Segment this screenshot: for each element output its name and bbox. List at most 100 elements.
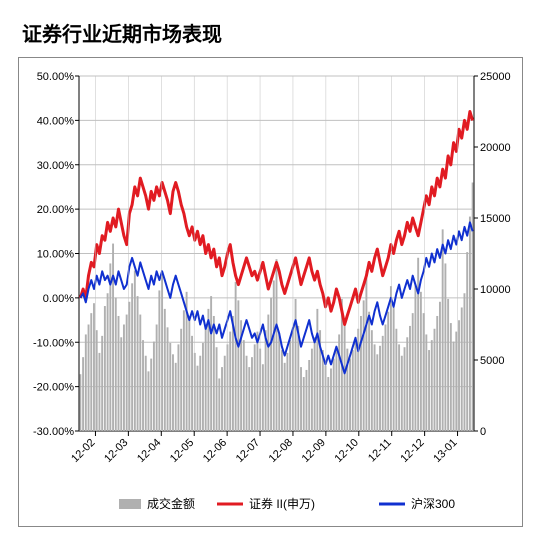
chart-title: 证券行业近期市场表现 [22, 18, 528, 47]
volume-bar [188, 319, 190, 431]
left-axis-tick: 50.00% [37, 71, 75, 83]
volume-bar [98, 353, 100, 431]
volume-bar [306, 370, 308, 431]
volume-bar [325, 366, 327, 431]
left-axis-tick: 20.00% [37, 204, 75, 216]
volume-bar [104, 306, 106, 431]
chart-svg: 50.00%40.00%30.00%20.00%10.00%0.00%-10.0… [19, 58, 522, 526]
volume-bar [365, 271, 367, 431]
volume-bar [349, 359, 351, 431]
left-axis-tick: 0.00% [43, 293, 74, 305]
volume-bar [137, 296, 139, 431]
left-axis-tick: -10.00% [33, 337, 74, 349]
volume-bar [148, 371, 150, 431]
volume-bar [96, 330, 98, 431]
volume-bar [197, 366, 199, 431]
volume-bar [322, 350, 324, 431]
volume-bar [265, 330, 267, 431]
left-axis-tick: 30.00% [37, 160, 75, 172]
volume-bar [216, 347, 218, 431]
volume-bar [376, 354, 378, 431]
volume-bar [115, 298, 117, 431]
volume-bar [417, 258, 419, 431]
volume-bar [469, 217, 471, 431]
x-axis-tick: 13-01 [431, 437, 459, 465]
volume-bar [368, 312, 370, 431]
volume-bar [145, 356, 147, 431]
volume-bar [123, 325, 125, 432]
volume-bar [447, 299, 449, 431]
volume-bar [246, 356, 248, 431]
volume-bar [229, 332, 231, 431]
volume-bar [472, 183, 474, 432]
volume-bar [191, 336, 193, 431]
volume-bar [360, 316, 362, 431]
volume-bar [235, 282, 237, 431]
x-axis-tick: 12-06 [201, 437, 229, 465]
volume-bar [450, 323, 452, 431]
right-axis-tick: 15000 [480, 213, 511, 225]
volume-bar [126, 315, 128, 431]
left-axis-tick: 10.00% [37, 249, 75, 261]
volume-bar [428, 350, 430, 431]
volume-bar [344, 322, 346, 431]
volume-bar [167, 327, 169, 431]
volume-bar [423, 313, 425, 431]
volume-bar [289, 340, 291, 431]
volume-bar [363, 300, 365, 431]
volume-bar [128, 302, 130, 431]
x-axis-tick: 12-10 [333, 437, 361, 465]
volume-bar [352, 350, 354, 431]
volume-bar [371, 330, 373, 431]
volume-bar [434, 329, 436, 431]
volume-bar [142, 340, 144, 431]
x-axis-tick: 12-11 [366, 437, 394, 465]
volume-bar [93, 303, 95, 431]
right-axis-tick: 25000 [480, 71, 511, 83]
volume-bar [156, 325, 158, 432]
volume-bar [109, 263, 111, 431]
volume-bar [164, 309, 166, 431]
right-axis-tick: 5000 [480, 355, 504, 367]
volume-bar [276, 259, 278, 431]
volume-bar [385, 325, 387, 432]
volume-bar [237, 300, 239, 431]
volume-bar [387, 312, 389, 431]
volume-bar [270, 298, 272, 431]
volume-bar [251, 357, 253, 431]
volume-bar [395, 329, 397, 431]
volume-bar [139, 315, 141, 431]
volume-bar [199, 356, 201, 431]
x-axis-tick: 12-07 [234, 437, 262, 465]
volume-bar [175, 363, 177, 431]
volume-bar [374, 344, 376, 431]
volume-bar [464, 293, 466, 431]
volume-bar [436, 316, 438, 431]
volume-bar [439, 302, 441, 431]
volume-bar [213, 316, 215, 431]
chart-container: 50.00%40.00%30.00%20.00%10.00%0.00%-10.0… [18, 57, 523, 527]
volume-bar [202, 343, 204, 431]
volume-bar [227, 344, 229, 431]
volume-bar [267, 315, 269, 431]
x-axis-tick: 12-12 [398, 437, 426, 465]
right-axis-tick: 10000 [480, 284, 511, 296]
volume-bar [308, 360, 310, 431]
volume-bar [158, 290, 160, 431]
volume-bar [461, 307, 463, 431]
volume-bar [442, 229, 444, 431]
legend-label: 证券 II(申万) [249, 496, 315, 511]
left-axis-tick: -20.00% [33, 382, 74, 394]
volume-bar [153, 342, 155, 431]
volume-bar [409, 326, 411, 431]
volume-bar [404, 347, 406, 431]
volume-bar [355, 340, 357, 431]
volume-bar [335, 347, 337, 431]
volume-bar [412, 313, 414, 431]
volume-bar [254, 344, 256, 431]
left-axis-tick: -30.00% [33, 426, 74, 438]
volume-bar [210, 296, 212, 431]
volume-bar [382, 336, 384, 431]
volume-bar [303, 377, 305, 431]
volume-bar [177, 344, 179, 431]
